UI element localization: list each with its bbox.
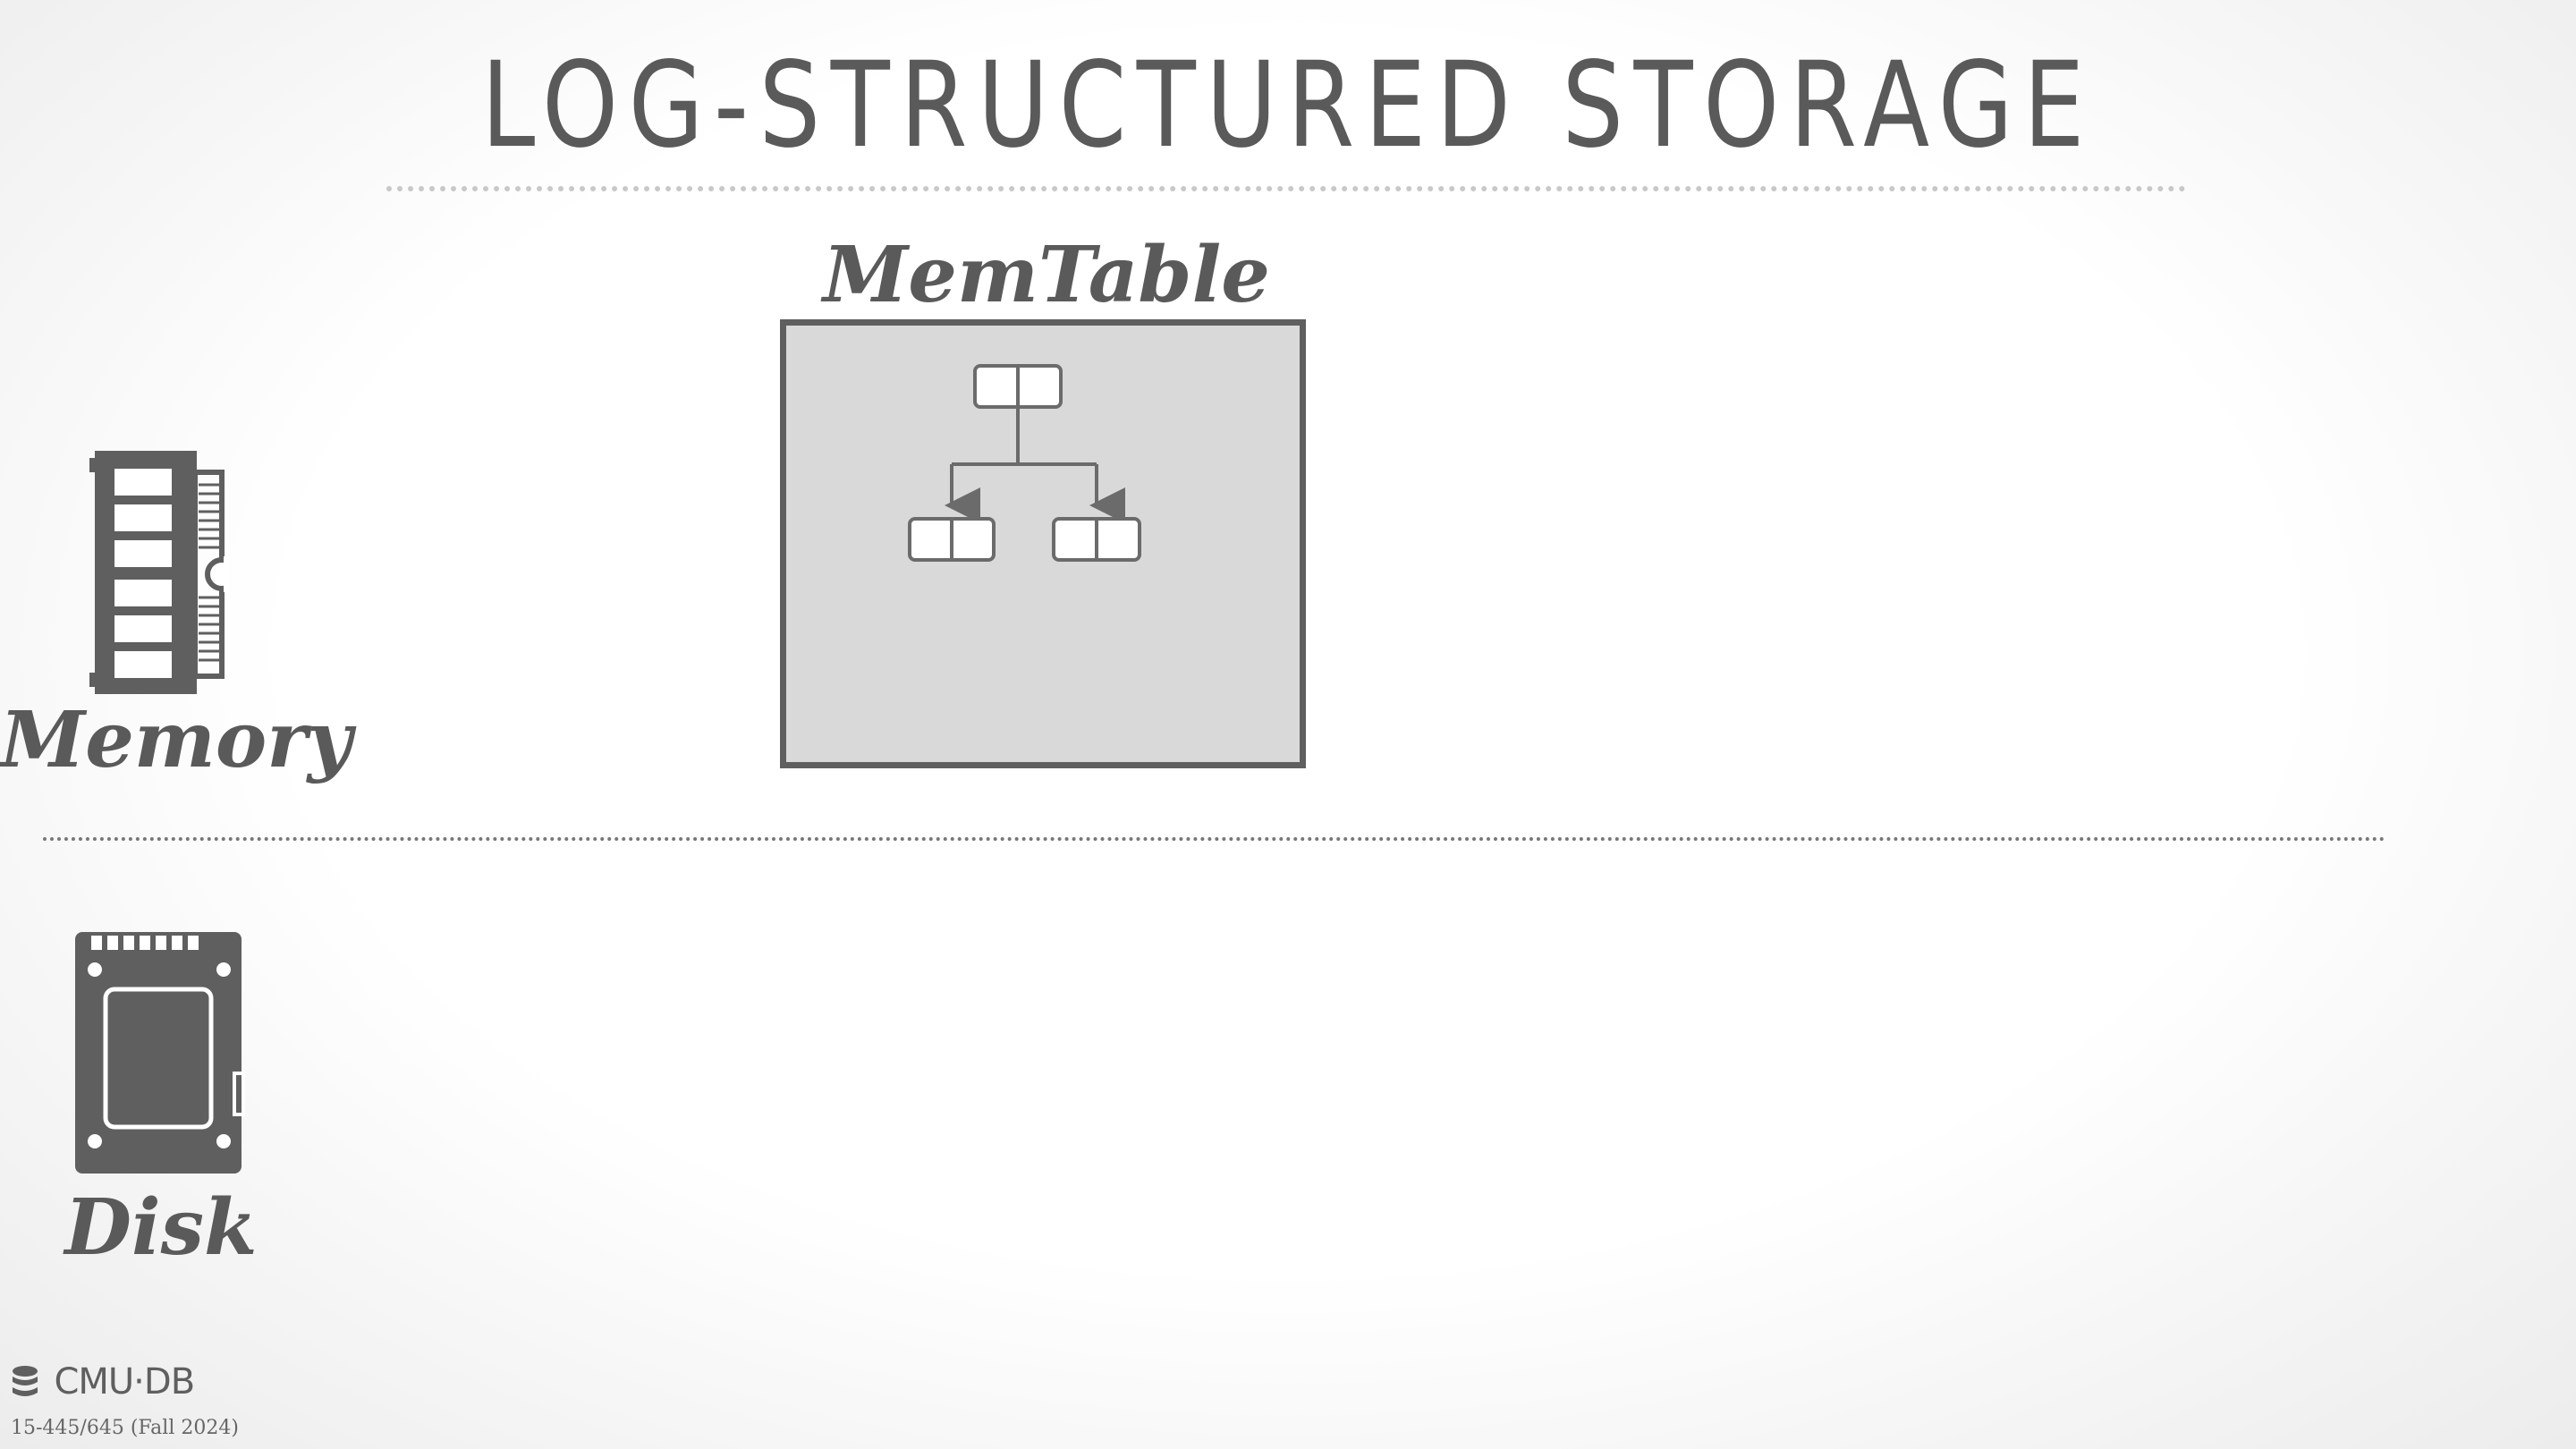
database-icon bbox=[13, 1366, 38, 1396]
memory-disk-divider bbox=[43, 837, 2386, 841]
course-label: 15-445/645 (Fall 2024) bbox=[11, 1417, 239, 1439]
ram-icon bbox=[89, 451, 229, 694]
logo-text: CMU·DB bbox=[54, 1361, 195, 1402]
memory-label: Memory bbox=[0, 695, 352, 785]
memtable-label: MemTable bbox=[823, 230, 1270, 320]
btree-left-node bbox=[908, 517, 996, 562]
btree-diagram bbox=[908, 364, 1141, 562]
ssd-icon bbox=[75, 932, 245, 1174]
btree-right-node bbox=[1052, 517, 1141, 562]
btree-root-node bbox=[973, 364, 1063, 409]
title-underline bbox=[386, 186, 2186, 191]
slide-title: LOG-STRUCTURED STORAGE bbox=[481, 37, 2095, 174]
cmu-db-logo: CMU·DB bbox=[11, 1361, 195, 1402]
disk-label: Disk bbox=[64, 1182, 258, 1273]
